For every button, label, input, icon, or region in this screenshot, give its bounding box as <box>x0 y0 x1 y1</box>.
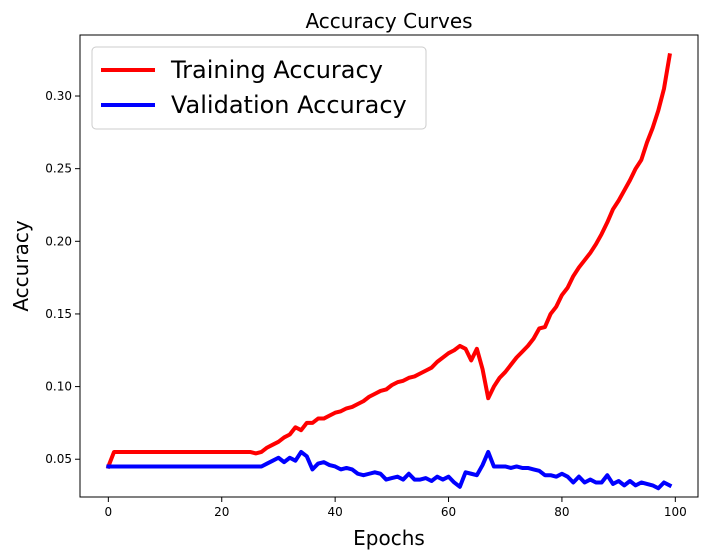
y-axis-ticks: 0.05 0.10 0.15 0.20 0.25 0.30 <box>45 89 80 466</box>
y-tick-label: 0.05 <box>45 452 72 466</box>
training-accuracy-line <box>105 53 672 470</box>
legend: Training Accuracy Validation Accuracy <box>91 46 427 130</box>
y-tick-label: 0.25 <box>45 162 72 176</box>
x-axis-label: Epochs <box>353 526 425 550</box>
chart-title: Accuracy Curves <box>305 9 472 33</box>
y-tick-label: 0.30 <box>45 89 72 103</box>
validation-accuracy-line <box>106 449 673 491</box>
legend-box <box>91 46 427 130</box>
x-axis-ticks: 0 20 40 60 80 100 <box>105 497 687 519</box>
x-tick-label: 40 <box>327 505 342 519</box>
x-tick-label: 60 <box>441 505 456 519</box>
x-tick-label: 80 <box>554 505 569 519</box>
y-axis-label: Accuracy <box>9 220 33 311</box>
legend-label-training: Training Accuracy <box>170 56 383 84</box>
y-tick-label: 0.15 <box>45 307 72 321</box>
x-tick-label: 0 <box>105 505 113 519</box>
series-layer <box>105 53 673 491</box>
legend-label-validation: Validation Accuracy <box>171 91 407 119</box>
y-tick-label: 0.20 <box>45 234 72 248</box>
y-tick-label: 0.10 <box>45 380 72 394</box>
plot-frame <box>79 34 699 498</box>
x-tick-label: 20 <box>214 505 229 519</box>
x-tick-label: 100 <box>664 505 687 519</box>
